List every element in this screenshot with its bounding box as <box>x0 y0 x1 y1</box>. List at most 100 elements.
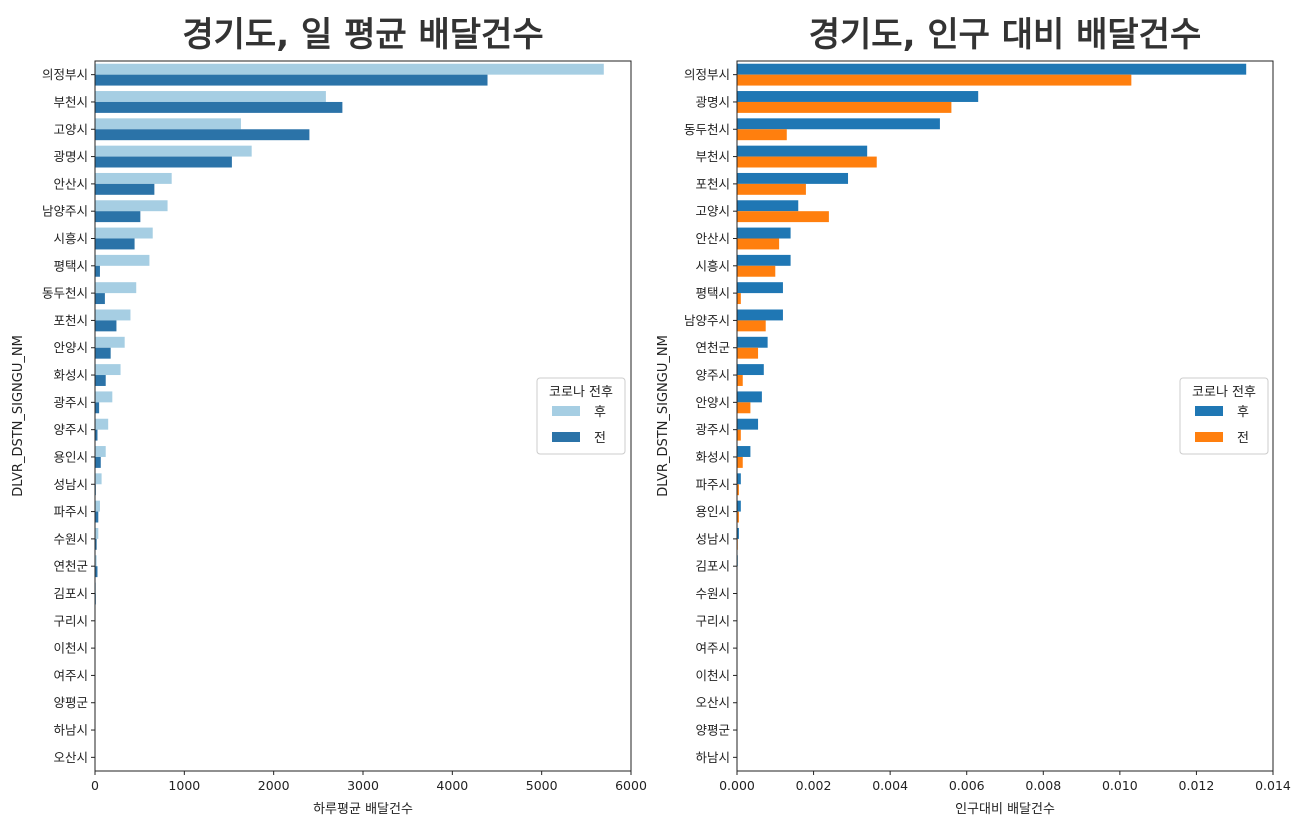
y-axis-label: DLVR_DSTN_SIGNGU_NM <box>656 335 671 497</box>
bar <box>737 293 741 305</box>
bar <box>95 254 150 266</box>
bar <box>95 63 604 75</box>
bar <box>95 347 111 359</box>
y-tick-label: 구리시 <box>53 613 88 628</box>
y-tick-label: 오산시 <box>695 695 730 710</box>
y-tick-label: 파주시 <box>53 504 88 519</box>
y-tick-label: 김포시 <box>695 559 730 574</box>
bar <box>737 227 791 239</box>
bar <box>737 347 759 359</box>
y-tick-label: 동두천시 <box>684 122 730 137</box>
bar <box>737 200 799 212</box>
bar <box>737 129 787 141</box>
bar <box>95 418 109 430</box>
y-tick-label: 김포시 <box>53 586 88 601</box>
legend: 코로나 전후 후 전 <box>1179 377 1269 455</box>
x-tick-label: 3000 <box>347 778 379 793</box>
bar <box>95 145 252 157</box>
bar <box>95 391 113 403</box>
x-tick-label: 0.006 <box>949 778 985 793</box>
bar <box>95 156 232 168</box>
y-tick-label: 성남시 <box>695 531 730 546</box>
bar <box>737 282 783 294</box>
y-tick-label: 오산시 <box>53 750 88 765</box>
x-tick-label: 0.004 <box>872 778 908 793</box>
y-tick-label: 양평군 <box>695 723 730 738</box>
bar <box>95 555 97 567</box>
y-tick-label: 구리시 <box>695 613 730 628</box>
bar <box>737 101 952 113</box>
y-tick-label: 화성시 <box>695 449 730 464</box>
x-tick-label: 0 <box>91 778 99 793</box>
bar <box>95 265 100 277</box>
x-tick-label: 4000 <box>436 778 468 793</box>
bar <box>95 527 99 539</box>
bar <box>95 336 125 348</box>
bar <box>737 238 780 250</box>
bar <box>737 211 829 223</box>
bar <box>737 484 739 496</box>
bar <box>737 254 791 266</box>
legend-swatch <box>552 406 580 416</box>
bar <box>95 364 121 376</box>
bar <box>95 320 117 332</box>
bar <box>95 91 326 102</box>
y-tick-label: 여주시 <box>695 641 730 656</box>
y-tick-label: 성남시 <box>53 477 88 492</box>
bar <box>737 429 741 441</box>
bar <box>95 118 241 130</box>
legend-swatch <box>552 432 580 442</box>
x-tick-label: 0.008 <box>1025 778 1061 793</box>
bar <box>737 118 940 130</box>
bar <box>95 473 102 485</box>
y-tick-label: 양주시 <box>695 368 730 383</box>
legend-swatch <box>1195 432 1223 442</box>
bar <box>737 145 868 157</box>
bars <box>95 63 604 741</box>
y-tick-label: 남양주시 <box>684 313 730 328</box>
x-axis-label: 인구대비 배달건수 <box>955 802 1055 817</box>
legend-swatch <box>1195 406 1223 416</box>
bar <box>737 473 741 485</box>
x-tick-label: 0.012 <box>1179 778 1215 793</box>
bar <box>95 429 98 441</box>
bar <box>95 511 99 523</box>
bar <box>95 538 97 550</box>
bar <box>737 320 766 332</box>
bar <box>737 527 739 539</box>
bar <box>737 172 849 184</box>
x-tick-label: 0.002 <box>796 778 832 793</box>
y-tick-label: 화성시 <box>53 368 88 383</box>
y-tick-label: 용인시 <box>695 504 730 519</box>
legend: 코로나 전후 후 전 <box>536 377 626 455</box>
x-ticks: 0.000 0.002 0.004 0.006 0.008 0.010 0.012 0.014 <box>719 771 1291 793</box>
y-tick-label: 남양주시 <box>42 204 88 219</box>
y-ticks: 의정부시부천시고양시광명시안산시남양주시시흥시평택시동두천시포천시안양시화성시광… <box>42 67 95 765</box>
bar <box>95 101 343 113</box>
y-tick-label: 부천시 <box>695 149 730 164</box>
chart-title: 경기도, 인구 대비 배달건수 <box>809 15 1202 55</box>
x-tick-label: 0.014 <box>1255 778 1291 793</box>
legend-title: 코로나 전후 <box>549 385 613 400</box>
y-tick-label: 의정부시 <box>42 67 88 82</box>
bar <box>737 446 751 457</box>
daily-average-chart: 경기도, 일 평균 배달건수 의정부시부천시고양시광명시안산시남양주시시흥시평택… <box>11 15 647 817</box>
bar <box>95 200 168 212</box>
x-tick-label: 5000 <box>526 778 558 793</box>
y-tick-label: 평택시 <box>695 286 730 301</box>
bar <box>95 238 135 250</box>
bar <box>737 500 741 512</box>
y-tick-label: 안산시 <box>53 176 88 191</box>
bar <box>737 456 743 468</box>
y-axis-label: DLVR_DSTN_SIGNGU_NM <box>11 335 26 497</box>
bar <box>737 309 783 321</box>
bar <box>95 74 488 86</box>
bar <box>95 183 155 195</box>
y-tick-label: 시흥시 <box>53 231 88 246</box>
y-tick-label: 광명시 <box>695 94 730 109</box>
x-tick-label: 2000 <box>258 778 290 793</box>
y-tick-label: 광주시 <box>695 422 730 437</box>
bar <box>737 336 768 348</box>
y-tick-label: 고양시 <box>53 122 88 137</box>
